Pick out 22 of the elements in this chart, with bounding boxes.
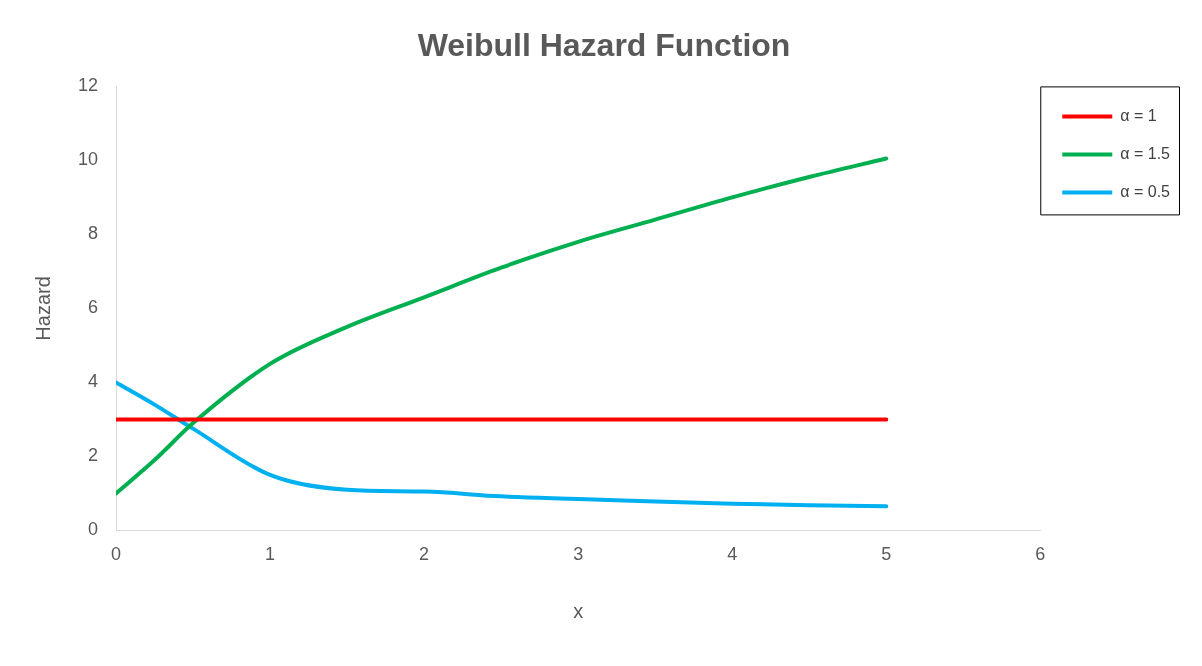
chart-title: Weibull Hazard Function: [417, 27, 791, 64]
x-tick-label: 1: [265, 544, 276, 565]
y-tick-label: 6: [88, 297, 99, 318]
y-tick-label: 10: [77, 149, 99, 170]
legend-label: α = 1: [1120, 106, 1157, 124]
y-tick-label: 0: [88, 519, 99, 540]
x-tick-label: 6: [1035, 544, 1046, 565]
x-axis-title: x: [573, 599, 584, 622]
x-tick-label: 4: [727, 544, 738, 565]
y-axis-title: Hazard: [31, 276, 54, 341]
y-tick-label: 4: [88, 371, 99, 392]
y-tick-label: 8: [88, 223, 99, 244]
x-tick-label: 2: [419, 544, 430, 565]
line-series: [116, 156, 889, 496]
y-tick-label: 2: [88, 445, 99, 466]
legend-label: α = 1.5: [1120, 144, 1171, 162]
x-tick-label: 3: [573, 544, 584, 565]
line-series: [116, 380, 889, 509]
y-tick-label: 12: [77, 75, 99, 96]
x-tick-label: 0: [111, 544, 122, 565]
legend-label: α = 0.5: [1120, 182, 1171, 200]
x-tick-label: 5: [881, 544, 892, 565]
